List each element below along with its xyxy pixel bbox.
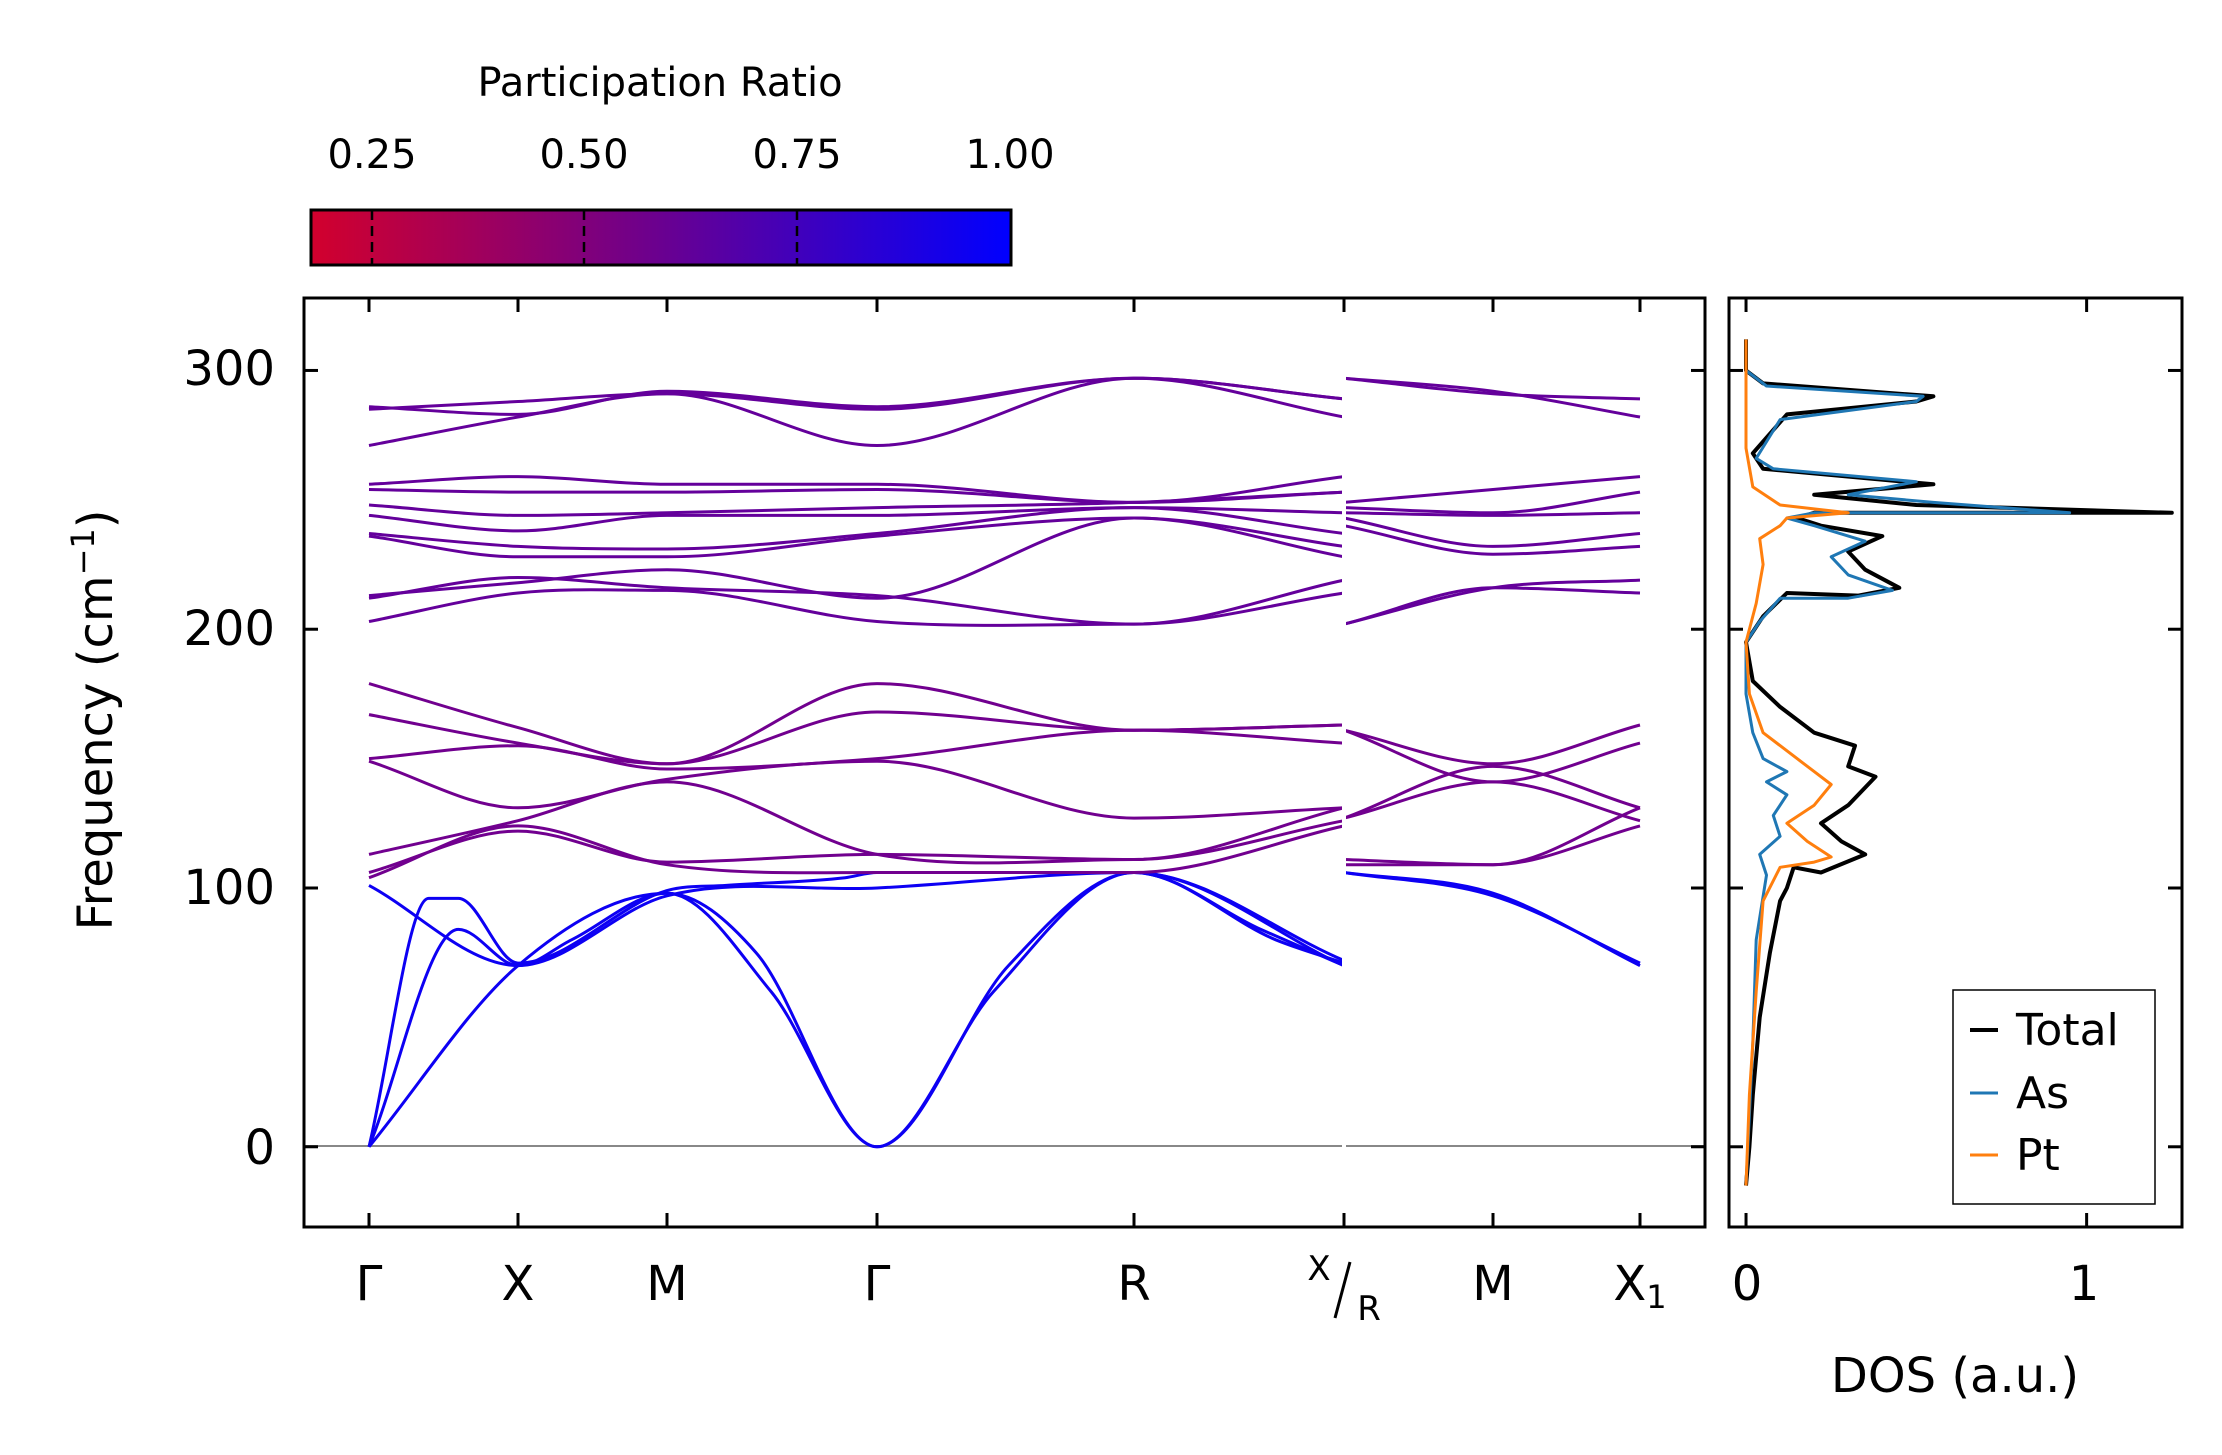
dos-x-tick-label: 0 [1732,1256,1763,1312]
colorbar [309,208,1013,267]
phonon-branch-optic-low-8 [368,682,1345,766]
phonon-branch-seg2-16 [1343,871,1641,967]
y-axis-title-main: Frequency (cm [68,575,124,930]
phonon-branch-optic-mid-8 [368,487,1345,504]
phonon-branch-optic-mid-9 [368,475,1345,504]
phonon-branch-seg2-7 [1343,524,1641,556]
legend-box [1952,989,2156,1205]
y-tick-label: 300 [183,341,275,397]
band-lines [367,300,1641,1225]
phonon-branch-seg2-2 [1343,376,1641,401]
phonon-branch-optic-low-1 [368,870,1345,968]
phonon-branch-seg2-6 [1343,516,1641,548]
colorbar-tick-label: 0.25 [327,132,416,178]
y-tick-label: 0 [244,1120,275,1176]
dos-line-pt [1744,339,1850,1186]
legend-label-pt: Pt [2016,1130,2060,1181]
colorbar-tick-label: 0.75 [752,132,841,178]
phonon-branch-optic-low-2 [368,824,1345,880]
phonon-branch-seg2-10 [1343,723,1641,766]
kpoint-label-x-r-slash [1333,1261,1352,1319]
dos-ticks [1729,298,2182,1227]
kpoint-label-r: R [1117,1256,1150,1312]
colorbar-ticks [370,210,799,265]
phonon-branch-seg2-4 [1343,490,1641,515]
phonon-branch-seg2-9 [1343,578,1641,626]
dos-lines [1744,339,2174,1186]
phonon-branch-seg2-3 [1343,475,1641,504]
phonon-branch-seg2-14 [1343,824,1641,867]
legend: Total As Pt [1952,989,2156,1205]
colorbar-title: Participation Ratio [477,60,842,106]
phonon-branch-acoustic-2 [367,870,1345,1149]
dos-x-axis-title: DOS (a.u.) [1831,1348,2079,1404]
y-axis-title-close: ) [68,509,124,528]
kpoint-label-x-r-bottom: R [1357,1289,1381,1329]
kpoint-label-gamma: Γ [864,1256,891,1312]
phonon-branch-seg2-17 [1343,871,1641,965]
y-axis-title-exponent: −1 [64,528,102,575]
kpoint-label-x-r: X R [1307,1249,1380,1329]
band-structure-panel [302,296,1707,1229]
band-axes-frame [302,296,1707,1229]
kpoint-label-x1: X1 [1613,1256,1666,1316]
kpoint-label-x1-main: X [1613,1256,1646,1312]
kpoint-label-m: M [646,1256,687,1312]
phonon-branch-seg2-12 [1343,764,1641,820]
kpoint-label-m: M [1472,1256,1513,1312]
y-tick-label: 100 [183,860,275,916]
phonon-branch-optic-mid-6 [368,506,1345,533]
phonon-branch-seg2-1 [1343,376,1641,419]
phonon-branch-optic-low-4 [368,780,1345,865]
phonon-branch-seg2-15 [1343,806,1641,867]
phonon-branch-optic-top-3 [368,376,1345,416]
kpoint-label-x-r-top: X [1307,1249,1330,1289]
phonon-branch-optic-low-5 [368,759,1345,820]
colorbar-tick-label: 1.00 [965,132,1054,178]
phonon-branch-optic-low-7 [368,710,1345,766]
phonon-branch-optic-mid-2 [368,575,1345,626]
dos-line-as [1744,339,2072,1186]
kpoint-label-x: X [502,1256,535,1312]
dos-axes-frame [1727,296,2184,1229]
colorbar-tick-label: 0.50 [539,132,628,178]
phonon-branch-optic-top-1 [368,376,1345,448]
y-tick-label: 200 [183,601,275,657]
phonon-branch-seg2-13 [1343,780,1641,823]
legend-label-total: Total [2015,1005,2119,1056]
legend-label-as: As [2016,1068,2069,1119]
phonon-branch-optic-mid-4 [368,516,1345,559]
phonon-branch-seg2-8 [1343,586,1641,626]
dos-x-tick-label: 1 [2069,1256,2100,1312]
phonon-branch-acoustic-3 [367,870,1345,1148]
y-axis-title: Frequency (cm−1) [64,509,124,930]
phonon-branch-seg2-5 [1343,511,1641,517]
phonon-branch-optic-low-6 [368,728,1345,771]
kpoint-label-x1-sub: 1 [1646,1278,1666,1316]
dos-panel [1727,296,2184,1229]
band-ticks [304,298,1705,1227]
segment-break [1342,300,1346,1225]
phonon-branch-acoustic-1 [367,870,1345,1149]
phonon-branch-optic-mid-5 [368,506,1345,551]
kpoint-label-gamma: Γ [356,1256,383,1312]
